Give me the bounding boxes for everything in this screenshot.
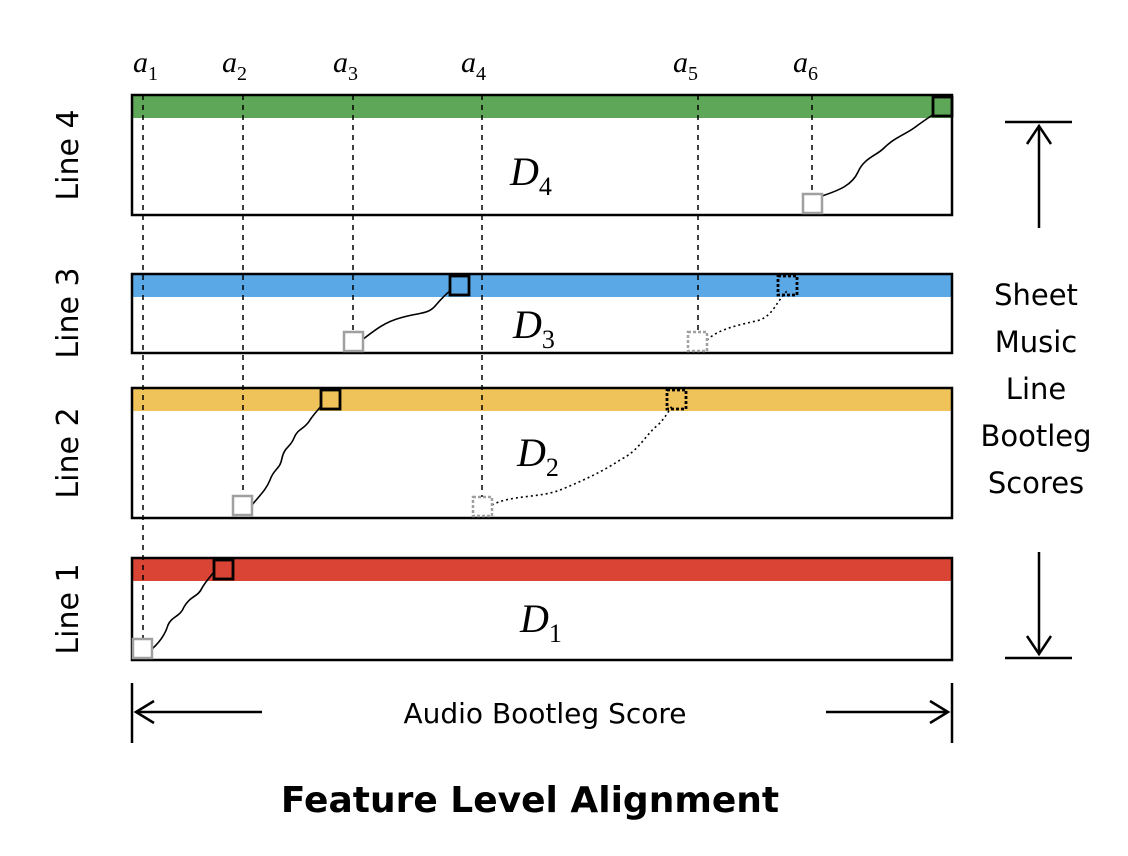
line4-bootleg-bar [132, 95, 952, 118]
matrix-box-d2 [130, 386, 954, 520]
start-box-line2 [231, 494, 254, 517]
figure-title: Feature Level Alignment [281, 780, 779, 821]
end-box-line2 [319, 388, 342, 411]
matrix-boxes [130, 93, 954, 662]
matrix-box-d4 [130, 93, 954, 217]
left-arrow-icon [133, 699, 155, 725]
up-arrow-icon [1025, 123, 1053, 145]
start-box-line4 [801, 192, 824, 215]
start-boxes [131, 192, 824, 660]
vertical-axis-label-line-2: Music [995, 325, 1078, 359]
horizontal-axis [130, 683, 954, 743]
horizontal-axis-label: Audio Bootleg Score [403, 697, 686, 730]
bootleg-bars [132, 95, 952, 581]
matrix-label-d2: D2 [516, 430, 559, 482]
vertical-axis-label-line-3: Line [1006, 372, 1066, 406]
alignment-markers: a1 a2 a3 a4 a5 a6 [133, 46, 818, 85]
alignment-paths [151, 113, 935, 650]
path-line2-dotted [491, 405, 673, 506]
path-line4 [821, 113, 935, 197]
vertical-axis-label-line-5: Scores [988, 466, 1084, 500]
vertical-axis-label-line-1: Sheet [994, 278, 1078, 312]
marker-a1: a1 [133, 46, 158, 85]
path-line2-solid [251, 404, 323, 506]
matrix-box-d3 [130, 272, 954, 355]
line-label-4: Line 4 [51, 109, 86, 200]
marker-a2: a2 [222, 46, 247, 85]
marker-a5: a5 [673, 46, 698, 85]
projection-lines [142, 95, 813, 640]
line1-bootleg-bar [132, 558, 952, 581]
matrix-label-d4: D4 [509, 149, 552, 201]
end-box-line3-dotted [776, 274, 799, 297]
start-box-line3-dotted [686, 330, 709, 353]
right-arrow-icon [929, 699, 951, 725]
line-label-2: Line 2 [51, 407, 86, 498]
down-arrow-icon [1025, 635, 1053, 657]
path-line3-solid [361, 290, 451, 341]
marker-a6: a6 [793, 46, 818, 85]
start-box-line1 [131, 637, 154, 660]
start-box-line3 [342, 330, 365, 353]
marker-a4: a4 [461, 46, 486, 85]
vertical-axis-label-line-4: Bootleg [980, 419, 1091, 453]
matrix-labels: D4 D3 D2 D1 [509, 149, 562, 648]
path-line3-dotted [706, 289, 789, 341]
line-label-1: Line 1 [51, 563, 86, 654]
marker-a3: a3 [333, 46, 358, 85]
vertical-axis [1005, 120, 1072, 660]
line2-bootleg-bar [132, 388, 952, 411]
end-box-line3 [448, 274, 471, 297]
vertical-axis-label: Sheet Music Line Bootleg Scores [980, 278, 1091, 500]
end-boxes [212, 95, 954, 581]
matrix-box-d1 [130, 556, 954, 662]
line3-bootleg-bar [132, 274, 952, 297]
line-labels: Line 4 Line 3 Line 2 Line 1 [51, 109, 86, 654]
line-label-3: Line 3 [51, 267, 86, 358]
end-box-line4 [931, 95, 954, 118]
end-box-line1 [212, 558, 235, 581]
matrix-label-d3: D3 [512, 302, 555, 354]
end-box-line2-dotted [665, 388, 688, 411]
path-line1 [151, 571, 215, 650]
start-box-line2-dotted [471, 495, 494, 518]
matrix-label-d1: D1 [519, 596, 562, 648]
